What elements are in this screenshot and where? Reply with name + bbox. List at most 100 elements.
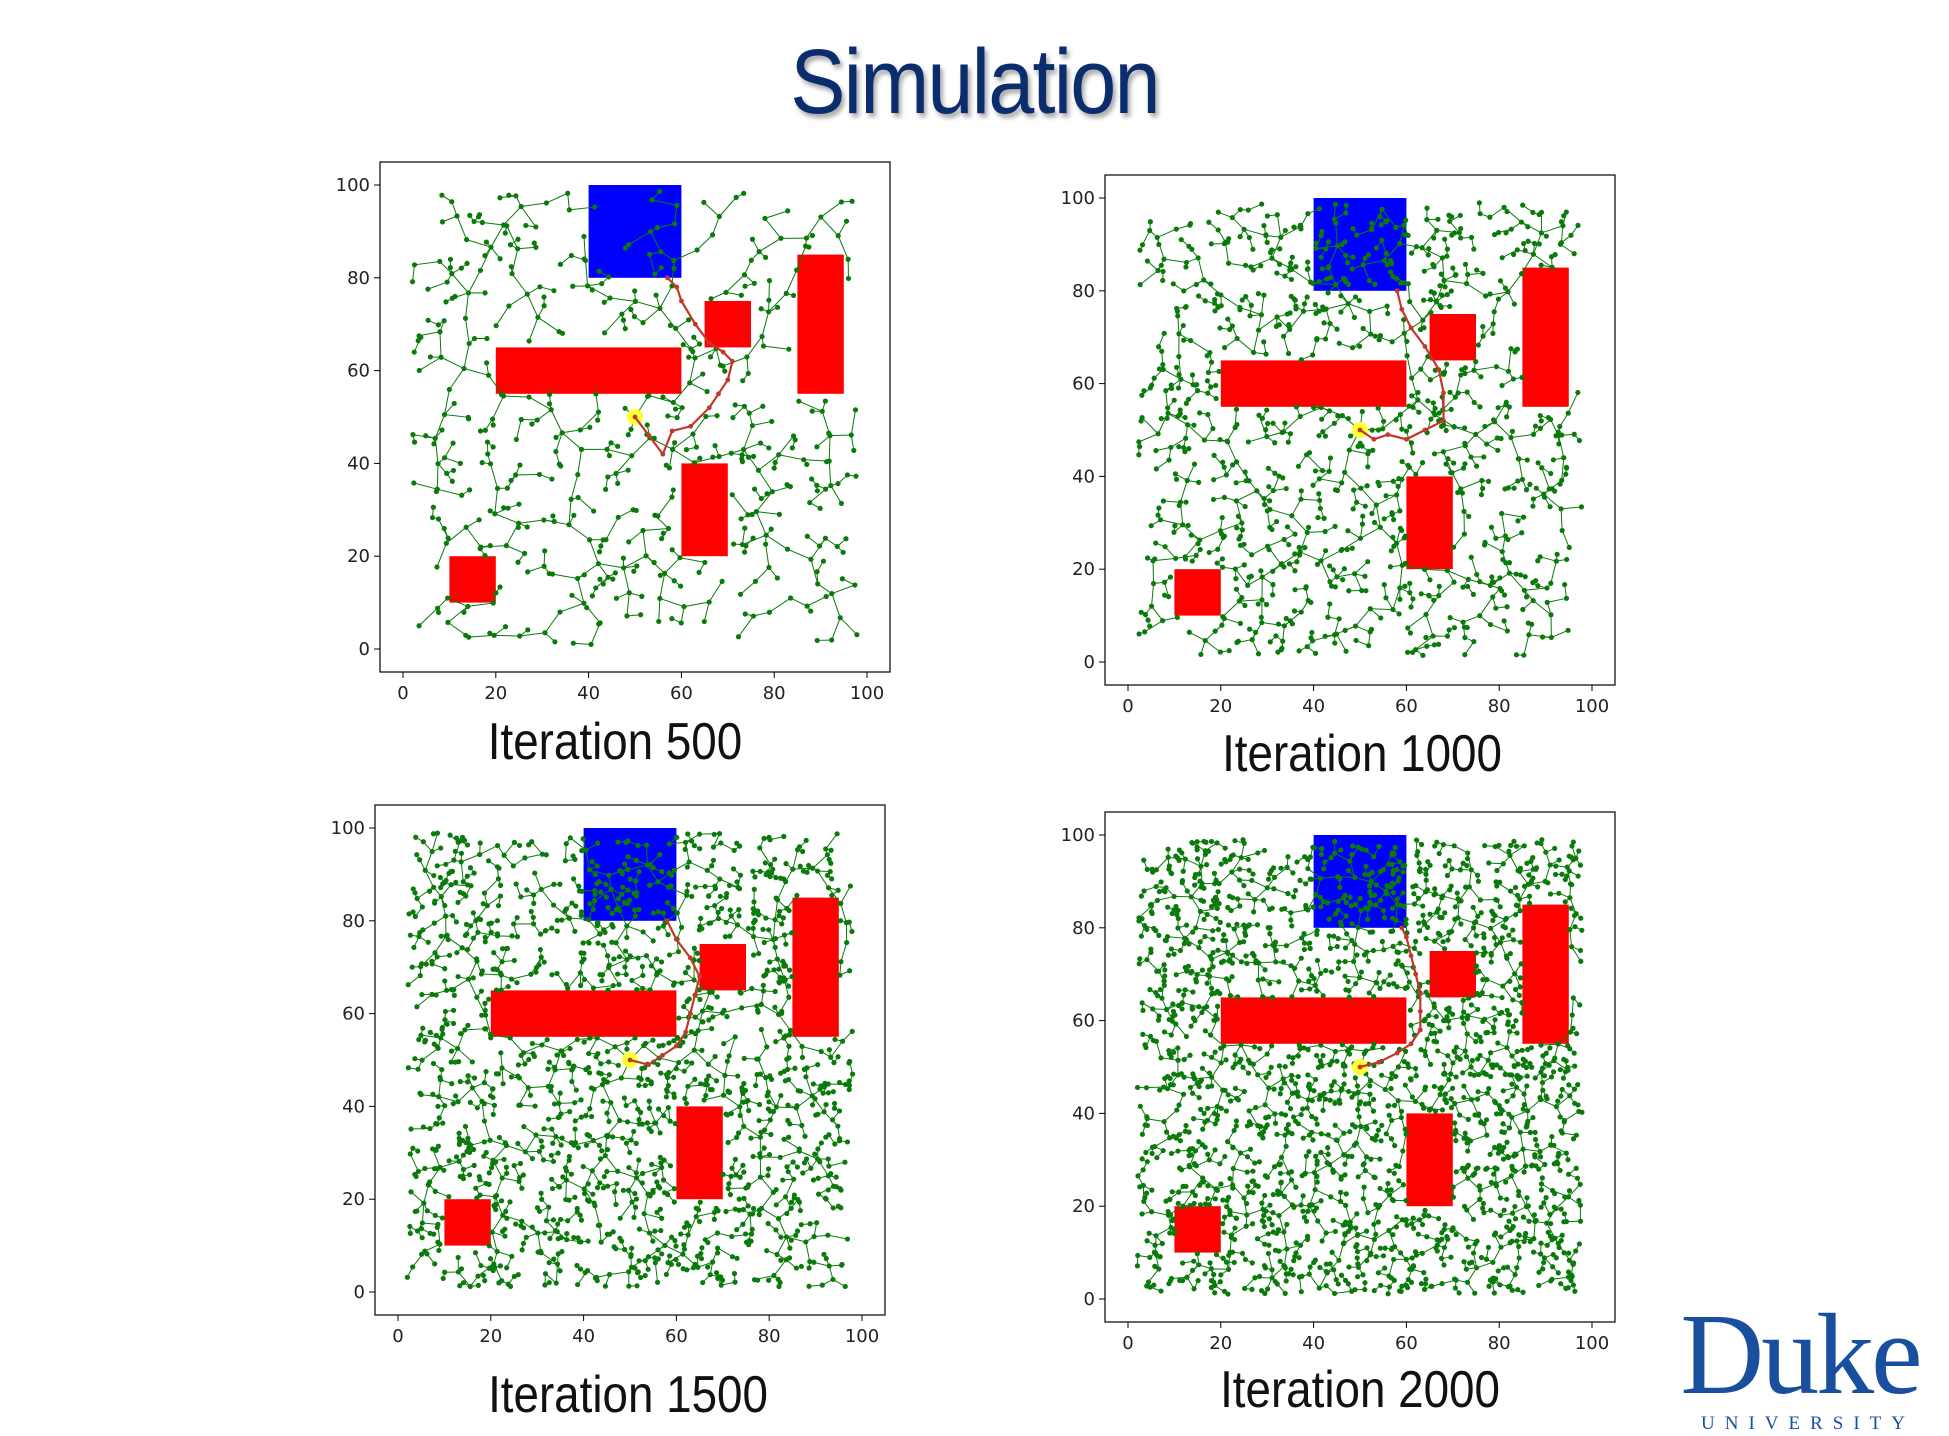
tree-node xyxy=(1227,326,1233,333)
tree-edge xyxy=(547,1069,556,1087)
tree-node xyxy=(1533,578,1539,584)
tree-edge xyxy=(702,1010,723,1014)
tree-node xyxy=(1161,256,1167,262)
tree-node xyxy=(738,292,744,298)
tree-node xyxy=(1523,487,1530,493)
tree-node xyxy=(739,452,745,458)
tree-node xyxy=(1351,487,1357,493)
tree-node xyxy=(620,565,627,571)
tree-node xyxy=(626,1269,632,1275)
tree-node xyxy=(1423,634,1429,641)
tree-node xyxy=(1393,224,1399,230)
tree-node xyxy=(1390,273,1396,280)
tree-node xyxy=(1557,423,1563,430)
tree-node xyxy=(1424,205,1430,211)
tree-node xyxy=(1236,536,1242,542)
tree-edge xyxy=(840,942,848,962)
tree-node xyxy=(444,279,450,285)
tree-node xyxy=(1259,597,1265,603)
tree-node xyxy=(1280,475,1286,481)
tree-node xyxy=(1475,342,1481,348)
tree-node xyxy=(728,1173,734,1179)
tree-node xyxy=(1182,414,1188,421)
tree-node xyxy=(1246,574,1252,580)
tree-node xyxy=(707,354,714,360)
tree-node xyxy=(740,1207,746,1213)
tree-node xyxy=(524,291,530,297)
tree-node xyxy=(701,618,707,625)
tree-node xyxy=(1258,312,1264,318)
tree-edge xyxy=(1300,407,1322,417)
tree-edge xyxy=(712,216,720,236)
tree-node xyxy=(509,1253,515,1259)
tree-node xyxy=(1249,552,1255,558)
tree-node xyxy=(686,859,692,865)
tree-node xyxy=(1430,400,1436,406)
tree-node xyxy=(515,246,521,252)
tree-node xyxy=(615,1168,621,1174)
tree-node xyxy=(1379,237,1385,243)
tree-node xyxy=(854,632,860,638)
tree-node xyxy=(435,322,442,328)
tree-node xyxy=(1479,477,1485,484)
tree-node xyxy=(1539,465,1545,471)
tree-node xyxy=(849,198,855,204)
tree-node xyxy=(469,1059,475,1065)
tree-node xyxy=(581,256,587,262)
tree-edge xyxy=(502,1177,520,1182)
tree-node xyxy=(490,600,496,606)
tree-node xyxy=(658,265,664,271)
tree-edge xyxy=(1392,587,1401,610)
tree-edge xyxy=(650,231,662,252)
tree-node xyxy=(1537,412,1543,419)
tree-node xyxy=(1554,551,1560,557)
tree-node xyxy=(1318,404,1324,411)
tree-node xyxy=(1145,617,1151,623)
x-tick-label: 20 xyxy=(1209,696,1232,717)
tree-node xyxy=(443,540,449,546)
tree-edge xyxy=(672,448,695,464)
tree-edge xyxy=(760,1176,774,1193)
tree-node xyxy=(515,520,522,526)
tree-edge xyxy=(1479,596,1494,616)
tree-edge xyxy=(643,1045,660,1059)
tree-edge xyxy=(828,435,831,462)
tree-node xyxy=(566,207,572,213)
tree-node xyxy=(1314,337,1320,343)
tree-edge xyxy=(506,1145,526,1153)
tree-node xyxy=(1226,236,1232,242)
tree-node xyxy=(1477,579,1483,585)
tree-node xyxy=(547,1235,553,1242)
tree-node xyxy=(1242,262,1249,268)
tree-node xyxy=(586,917,592,923)
tree-node xyxy=(1242,469,1248,475)
tree-node xyxy=(1173,555,1179,562)
tree-node xyxy=(1259,574,1265,580)
tree-node xyxy=(1460,619,1466,625)
tree-node xyxy=(628,306,634,313)
tree-node xyxy=(1221,464,1227,470)
tree-node xyxy=(662,1242,668,1249)
tree-edge xyxy=(463,343,470,369)
tree-node xyxy=(484,439,491,445)
tree-node xyxy=(655,513,661,519)
tree-node xyxy=(1217,436,1223,443)
y-tick-label: 80 xyxy=(342,911,365,932)
tree-node xyxy=(518,203,524,210)
tree-edge xyxy=(569,206,595,211)
tree-node xyxy=(1495,405,1501,411)
tree-edge xyxy=(1421,247,1443,259)
tree-edge xyxy=(1406,355,1413,379)
tree-node xyxy=(443,913,449,919)
tree-node xyxy=(479,460,485,466)
tree-node xyxy=(1518,572,1524,578)
tree-node xyxy=(729,492,735,498)
tree-node xyxy=(1283,615,1289,622)
tree-node xyxy=(1504,604,1510,610)
tree-edge xyxy=(792,867,813,870)
tree-edge xyxy=(669,841,686,845)
tree-node xyxy=(670,399,676,406)
tree-node xyxy=(1498,588,1505,594)
tree-node xyxy=(1154,234,1160,241)
tree-node xyxy=(1425,398,1431,404)
